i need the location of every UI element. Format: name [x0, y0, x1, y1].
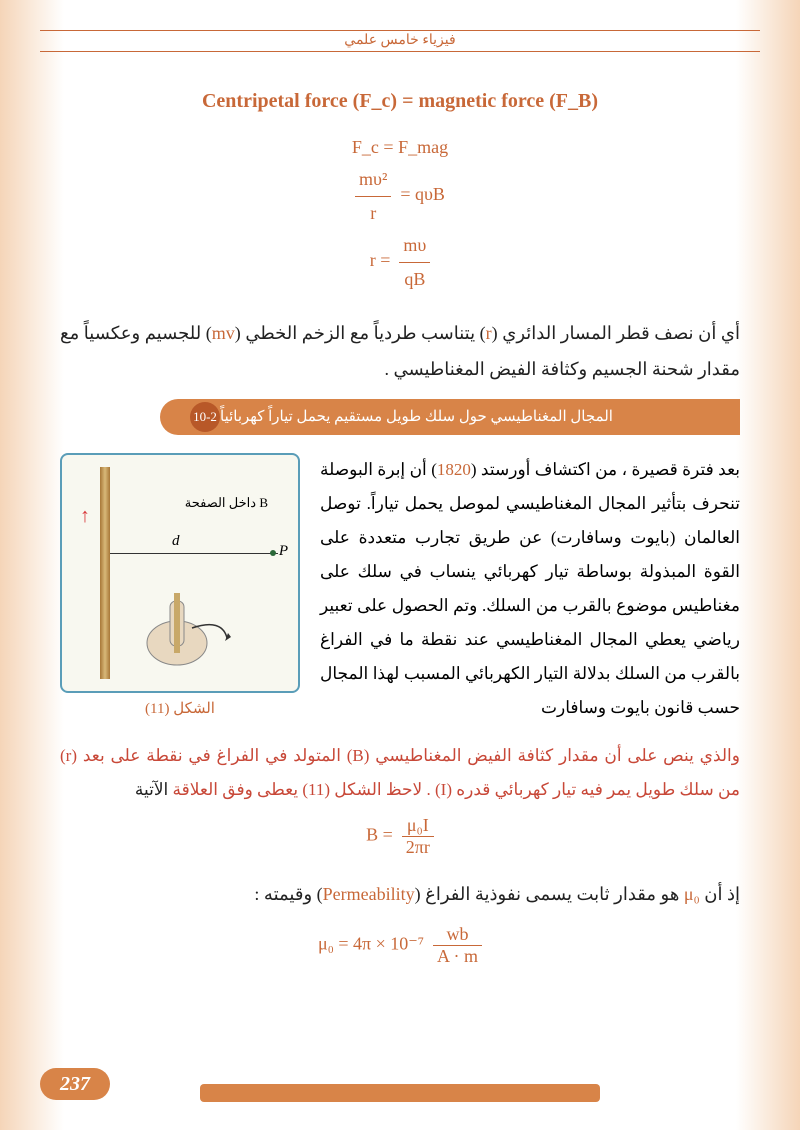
- figure-frame: ↑ B داخل الصفحة d P: [60, 453, 300, 693]
- figure-paragraph: بعد فترة قصيرة ، من اكتشاف أورستد (1820)…: [320, 453, 740, 725]
- equation-block: F_c = F_mag mυ²r = qυB r = mυqB: [60, 131, 740, 295]
- red-paragraph: والذي ينص على أن مقدار كثافة الفيض المغن…: [60, 739, 740, 807]
- permeability-paragraph: إذ أن μ₀ هو مقدار ثابت يسمى نفوذية الفرا…: [60, 876, 740, 912]
- right-hand-icon: [132, 593, 252, 673]
- wire-icon: [100, 467, 110, 679]
- title-equation: Centripetal force (F_c) = magnetic force…: [60, 90, 740, 113]
- equation-mu: μ₀ = 4π × 10⁻⁷ wbA · m: [60, 924, 740, 967]
- page-number: 237: [40, 1068, 110, 1100]
- equation-b: B = μ₀I2πr: [60, 815, 740, 858]
- arrow-up-icon: ↑: [80, 505, 90, 528]
- footer-bar: [200, 1084, 600, 1102]
- section-banner: المجال المغناطيسي حول سلك طويل مستقيم يح…: [160, 399, 740, 435]
- b-label: B داخل الصفحة: [185, 495, 268, 511]
- figure-caption: الشكل (11): [60, 699, 300, 718]
- figure-box: ↑ B داخل الصفحة d P الشكل (11): [60, 453, 300, 725]
- p-label: P: [279, 543, 288, 560]
- page-content: Centripetal force (F_c) = magnetic force…: [60, 70, 740, 1070]
- eq-line-1: F_c = F_mag: [60, 131, 740, 163]
- paragraph-1: أي أن نصف قطر المسار الدائري (r) يتناسب …: [60, 315, 740, 387]
- section-number: 10-2: [190, 402, 220, 432]
- d-label: d: [172, 533, 180, 550]
- page-header: فيزياء خامس علمي: [40, 30, 760, 52]
- section-title: المجال المغناطيسي حول سلك طويل مستقيم يح…: [220, 407, 613, 426]
- eq-line-2: mυ²r = qυB: [60, 163, 740, 229]
- eq-line-3: r = mυqB: [60, 229, 740, 295]
- header-subject: فيزياء خامس علمي: [344, 33, 455, 48]
- figure-row: بعد فترة قصيرة ، من اكتشاف أورستد (1820)…: [60, 453, 740, 725]
- point-p-icon: [270, 550, 276, 556]
- distance-line: [110, 553, 278, 554]
